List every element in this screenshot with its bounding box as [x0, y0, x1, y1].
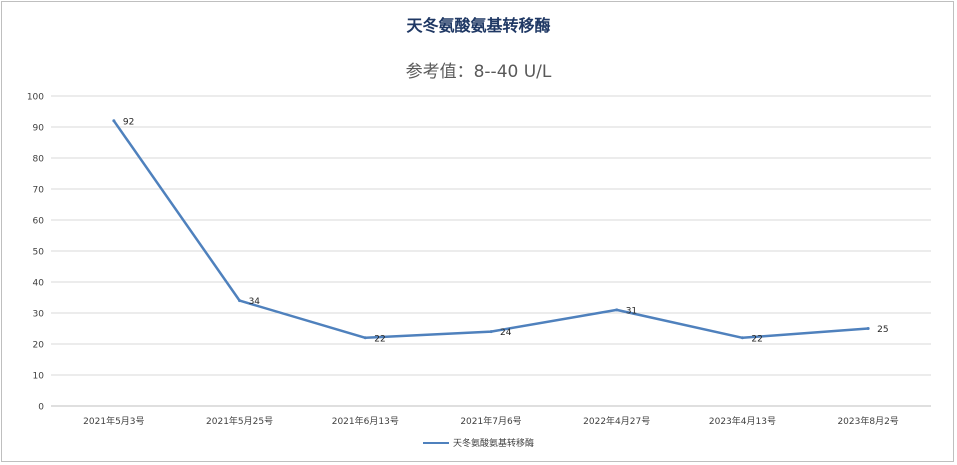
y-tick-label: 10 — [33, 372, 45, 382]
x-tick-label: 2021年6月13号 — [332, 415, 399, 427]
data-point — [740, 336, 744, 340]
data-label: 31 — [626, 306, 637, 316]
data-label: 92 — [123, 117, 134, 127]
data-label: 22 — [751, 334, 762, 344]
y-tick-label: 30 — [33, 310, 45, 320]
x-tick-label: 2022年4月27号 — [583, 415, 650, 427]
x-tick-label: 2021年5月3号 — [83, 415, 144, 427]
x-tick-label: 2023年8月2号 — [837, 415, 898, 427]
y-tick-label: 20 — [33, 341, 45, 351]
data-point — [112, 119, 116, 123]
y-tick-label: 80 — [33, 155, 45, 165]
chart-legend: 天冬氨酸氨基转移酶 — [0, 436, 957, 449]
x-tick-label: 2021年7月6号 — [460, 415, 521, 427]
data-label: 34 — [249, 297, 261, 307]
y-tick-label: 100 — [27, 93, 44, 103]
legend-label: 天冬氨酸氨基转移酶 — [452, 439, 534, 449]
data-point — [615, 308, 619, 312]
y-tick-label: 60 — [33, 217, 45, 227]
legend-swatch — [422, 441, 449, 444]
data-point — [363, 336, 367, 340]
x-tick-label: 2021年5月25号 — [206, 415, 273, 427]
data-point — [489, 330, 493, 334]
data-point — [238, 299, 242, 303]
chart-subtitle: 参考值：8--40 U/L — [405, 62, 552, 82]
y-tick-label: 70 — [33, 186, 45, 196]
y-tick-label: 0 — [38, 403, 44, 413]
y-tick-label: 40 — [33, 279, 45, 289]
data-label: 25 — [877, 325, 888, 335]
series-line — [112, 119, 870, 340]
x-tick-label: 2023年4月13号 — [709, 415, 776, 427]
chart-title: 天冬氨酸氨基转移酶 — [406, 16, 551, 35]
y-tick-label: 50 — [33, 248, 45, 258]
data-point — [866, 327, 870, 330]
y-tick-label: 90 — [33, 124, 45, 134]
data-label: 22 — [374, 334, 385, 344]
data-label: 24 — [500, 328, 512, 338]
